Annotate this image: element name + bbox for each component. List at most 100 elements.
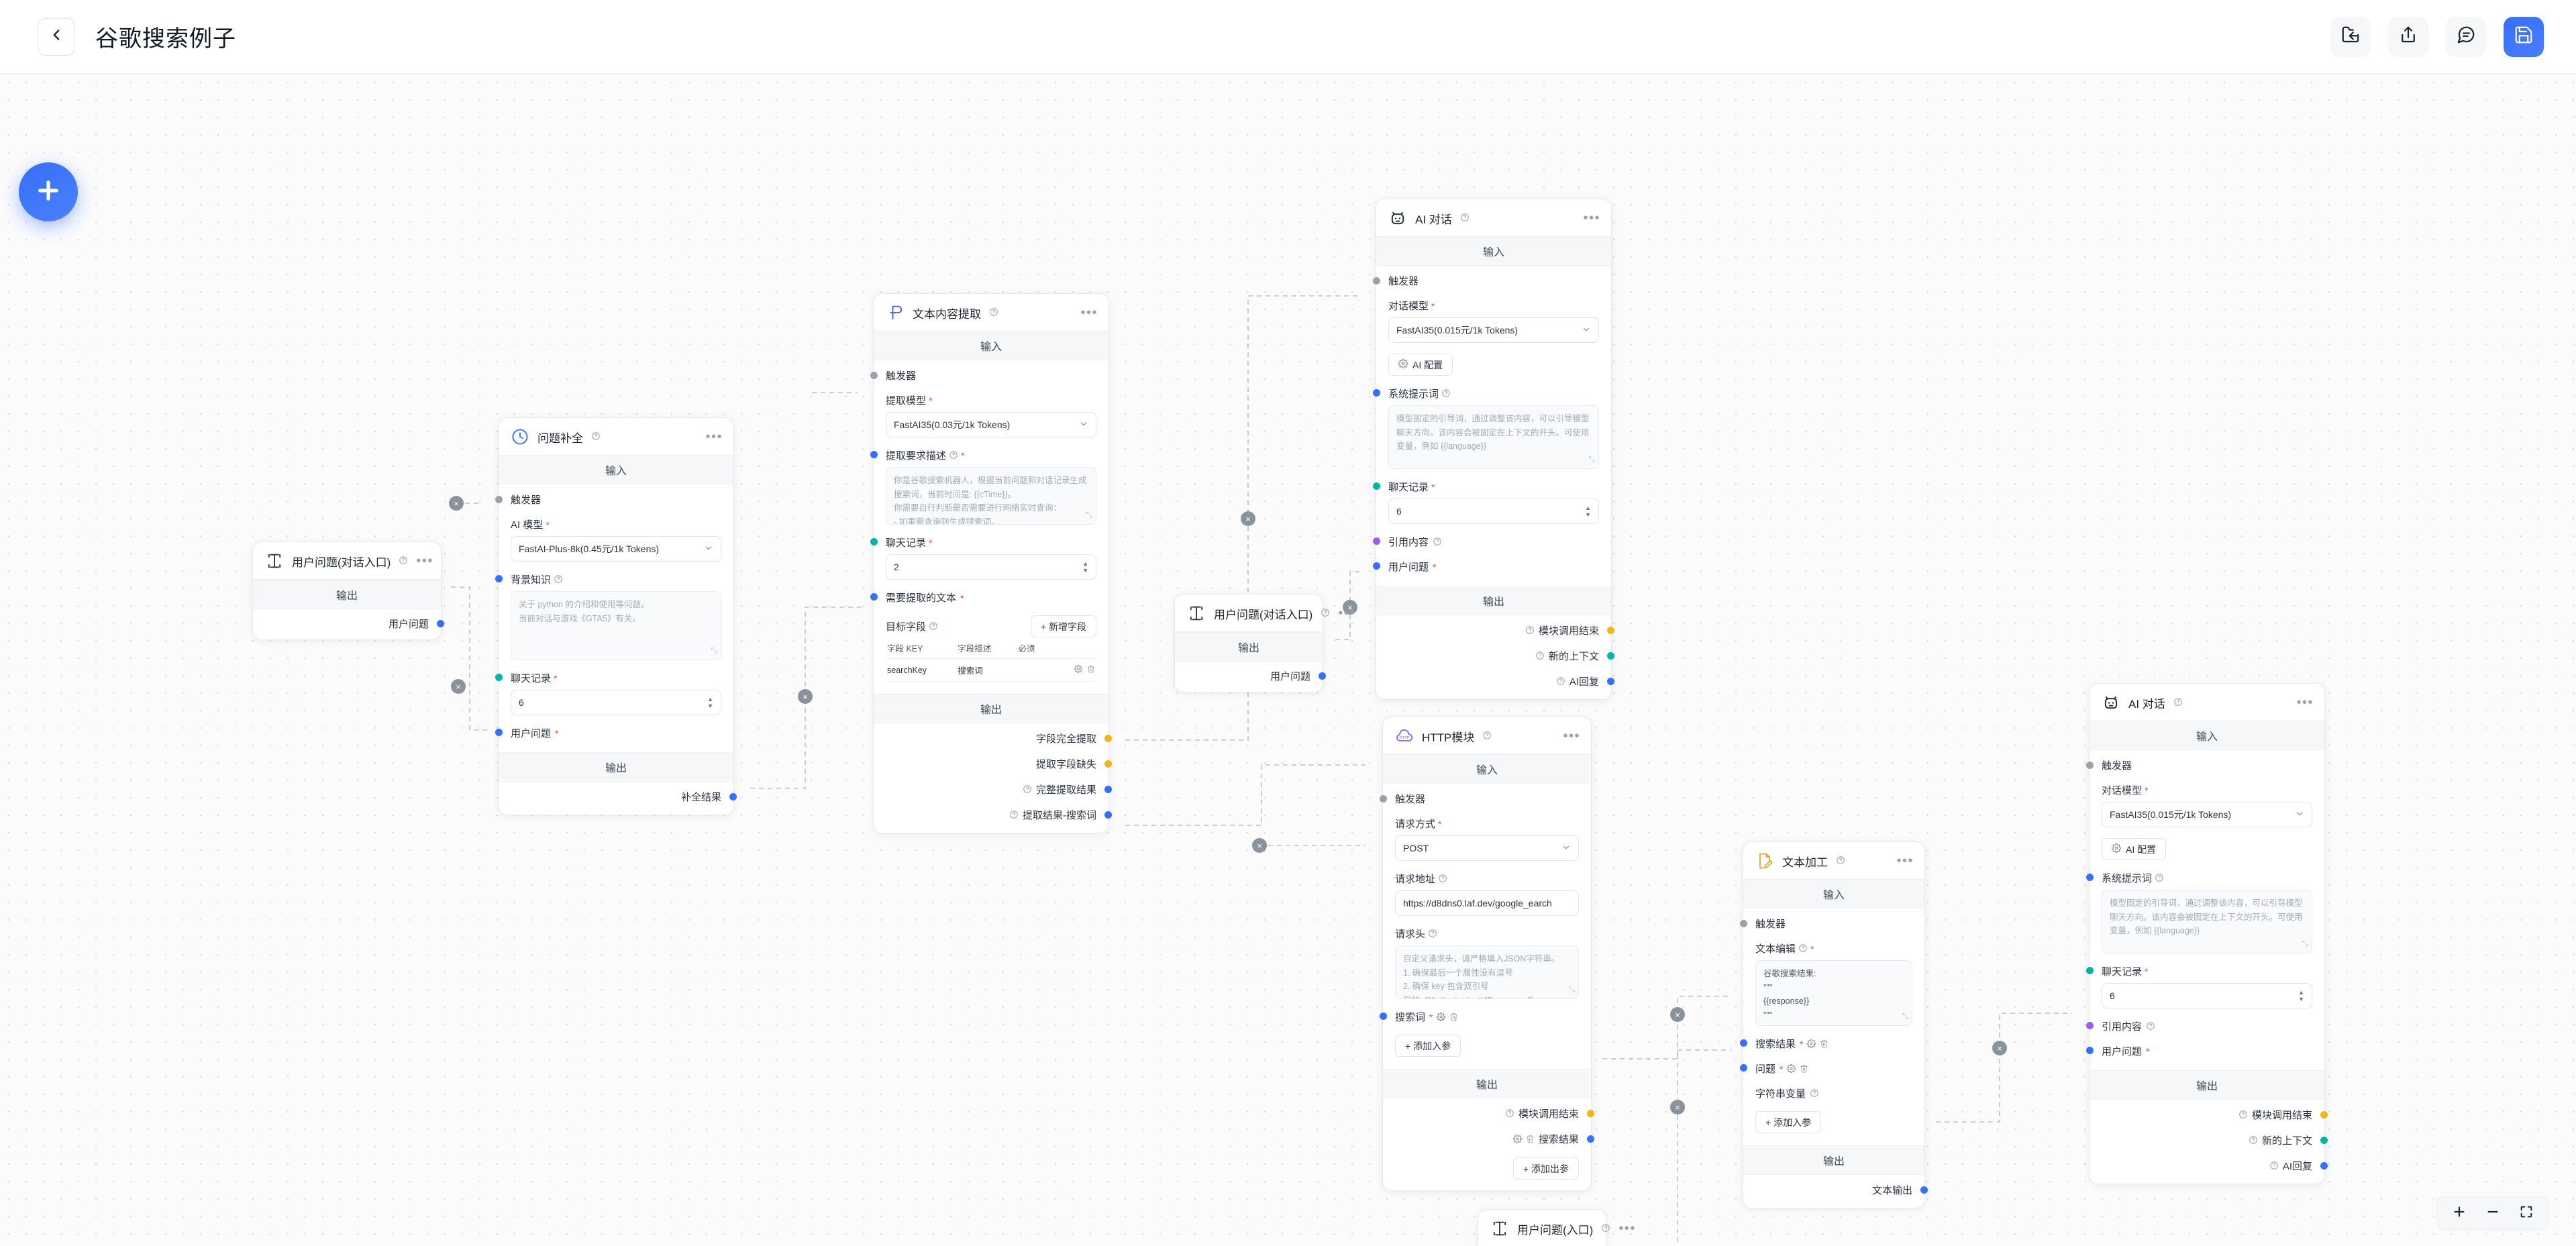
- port-out-1[interactable]: [1587, 1135, 1594, 1143]
- fit-view-button[interactable]: [2519, 1204, 2534, 1223]
- output-0[interactable]: 用户问题: [265, 617, 444, 631]
- http-module-node[interactable]: HTTP HTTP模块 ••• 输入 触发器 请求方式 * POST 请求地址 h: [1380, 717, 1594, 1191]
- port-out-0[interactable]: [1607, 627, 1614, 634]
- trash-icon[interactable]: [1526, 1135, 1535, 1143]
- port-out-0[interactable]: [1920, 1186, 1928, 1194]
- ai-chat-node-top[interactable]: AI 对话 ••• 输入 触发器 对话模型 * FastAI35(0.015元/1…: [1373, 199, 1614, 700]
- port-2[interactable]: [495, 674, 503, 681]
- node-header[interactable]: 文本加工 •••: [1743, 842, 1924, 880]
- action-button[interactable]: + 添加入参: [1395, 1035, 1461, 1057]
- resize-grip-icon[interactable]: ⤡: [1588, 454, 1595, 464]
- node-header[interactable]: 问题补全 •••: [499, 418, 733, 456]
- field-5[interactable]: 用户问题 *: [2086, 1044, 2312, 1058]
- gear-icon[interactable]: [1787, 1064, 1796, 1073]
- zoom-out-button[interactable]: [2485, 1204, 2500, 1223]
- number-input[interactable]: 2 ▲ ▼: [886, 554, 1096, 580]
- number-stepper[interactable]: ▲ ▼: [1082, 560, 1088, 574]
- node-menu-button[interactable]: •••: [705, 429, 723, 444]
- select-input[interactable]: FastAI35(0.03元/1k Tokens): [886, 412, 1096, 437]
- text-input[interactable]: https://d8dns0.laf.dev/google_earch: [1395, 890, 1579, 916]
- help-icon[interactable]: [989, 307, 998, 319]
- field-4[interactable]: 引用内容: [1373, 535, 1599, 549]
- resize-grip-icon[interactable]: ⤡: [1902, 1011, 1908, 1021]
- port-1[interactable]: [495, 575, 503, 582]
- port-out-1[interactable]: [1607, 652, 1614, 660]
- port-trigger[interactable]: [1380, 795, 1387, 802]
- port-3[interactable]: [1373, 482, 1380, 490]
- node-header[interactable]: 用户问题(入口) •••: [1478, 1210, 1635, 1246]
- help-icon[interactable]: [1505, 1108, 1514, 1119]
- help-icon[interactable]: [1433, 536, 1442, 548]
- port-trigger[interactable]: [870, 372, 878, 379]
- field-3[interactable]: 用户问题 *: [495, 726, 721, 740]
- trash-icon[interactable]: [1449, 1013, 1458, 1021]
- chat-test-button[interactable]: [2446, 16, 2486, 57]
- workflow-canvas[interactable]: × × × × × × × × ×: [0, 74, 2576, 1246]
- field-5[interactable]: 用户问题 *: [1373, 560, 1599, 574]
- port-2[interactable]: [2086, 874, 2094, 881]
- number-stepper[interactable]: ▲ ▼: [707, 696, 713, 709]
- user-question-entry-node-2[interactable]: 用户问题(对话入口) ••• 输出 用户问题: [1174, 594, 1354, 692]
- port-out-0[interactable]: [1104, 735, 1112, 742]
- resize-grip-icon[interactable]: ⤡: [1086, 510, 1092, 520]
- back-button[interactable]: [38, 17, 75, 56]
- text-content-extract-node[interactable]: 文本内容提取 ••• 输入 触发器 提取模型 * FastAI35(0.03元/1…: [870, 293, 1112, 833]
- resize-grip-icon[interactable]: ⤡: [1568, 984, 1575, 994]
- port-5[interactable]: [2086, 1047, 2094, 1054]
- port-4[interactable]: [2086, 1022, 2094, 1029]
- help-icon[interactable]: [1798, 943, 1808, 954]
- port-1[interactable]: [870, 451, 878, 458]
- resize-grip-icon[interactable]: ⤡: [711, 645, 717, 656]
- table-row[interactable]: searchKey 搜索词: [886, 658, 1096, 682]
- port-trigger[interactable]: [495, 496, 503, 503]
- add-field-button[interactable]: + 新增字段: [1030, 615, 1096, 637]
- output-0[interactable]: 用户问题: [1187, 669, 1326, 683]
- port-2[interactable]: [1740, 1064, 1747, 1072]
- help-icon[interactable]: [1810, 1088, 1819, 1099]
- field-3[interactable]: 需要提取的文本 *: [870, 590, 1096, 605]
- textarea-input[interactable]: 模型固定的引导词，通过调整该内容，可以引导模型聊天方向。该内容会被固定在上下文的…: [1388, 405, 1599, 469]
- node-menu-button[interactable]: •••: [1563, 729, 1580, 743]
- select-input[interactable]: FastAI35(0.015元/1k Tokens): [1388, 317, 1599, 343]
- port-out-2[interactable]: [1104, 786, 1112, 793]
- action-button[interactable]: AI 配置: [1388, 354, 1453, 376]
- output-0[interactable]: 补全结果: [511, 790, 737, 804]
- select-input[interactable]: POST: [1395, 835, 1579, 861]
- output-3[interactable]: 提取结果-搜索词: [886, 808, 1112, 822]
- help-icon[interactable]: [2249, 1135, 2258, 1146]
- zoom-in-button[interactable]: [2452, 1204, 2467, 1223]
- input-trigger[interactable]: 触发器: [2086, 758, 2312, 772]
- trash-icon[interactable]: [1800, 1064, 1808, 1073]
- textarea-input[interactable]: 你是谷歌搜索机器人，根据当前问题和对话记录生成搜索词，当前时间是: {{cTim…: [886, 467, 1096, 525]
- output-2[interactable]: 完整提取结果: [886, 782, 1112, 796]
- port-out-3[interactable]: [1104, 811, 1112, 819]
- help-icon[interactable]: [1836, 855, 1845, 867]
- add-node-button[interactable]: [19, 162, 78, 221]
- help-icon[interactable]: [2146, 1021, 2155, 1032]
- node-menu-button[interactable]: •••: [416, 554, 433, 568]
- port-4[interactable]: [1373, 537, 1380, 545]
- help-icon[interactable]: [929, 621, 938, 632]
- node-menu-button[interactable]: •••: [1583, 211, 1600, 225]
- number-stepper[interactable]: ▲ ▼: [2298, 989, 2304, 1002]
- output-0[interactable]: 模块调用结束: [1395, 1106, 1594, 1121]
- action-button[interactable]: AI 配置: [2102, 838, 2167, 860]
- help-icon[interactable]: [1321, 607, 1330, 619]
- help-icon[interactable]: [1535, 650, 1545, 662]
- port-out-0[interactable]: [729, 793, 737, 800]
- output-2[interactable]: AI回复: [2102, 1159, 2328, 1173]
- port-trigger[interactable]: [1373, 277, 1380, 284]
- port-out-0[interactable]: [437, 620, 444, 627]
- help-icon[interactable]: [1601, 1223, 1610, 1235]
- port-2[interactable]: [1373, 389, 1380, 397]
- port-out-0[interactable]: [1587, 1110, 1594, 1117]
- port-trigger[interactable]: [1740, 920, 1747, 927]
- node-header[interactable]: AI 对话 •••: [1376, 199, 1611, 237]
- help-icon[interactable]: [2173, 696, 2183, 709]
- help-icon[interactable]: [1428, 928, 1437, 939]
- gear-icon[interactable]: [1437, 1013, 1446, 1021]
- textarea-input[interactable]: 谷歌搜索结果:"""{{response}}"""请根据公私搜索结果和历史记录本…: [1755, 960, 1912, 1026]
- field-4[interactable]: 引用内容: [2086, 1019, 2312, 1033]
- trash-icon[interactable]: [1820, 1039, 1828, 1048]
- node-header[interactable]: 用户问题(对话入口) •••: [253, 542, 441, 580]
